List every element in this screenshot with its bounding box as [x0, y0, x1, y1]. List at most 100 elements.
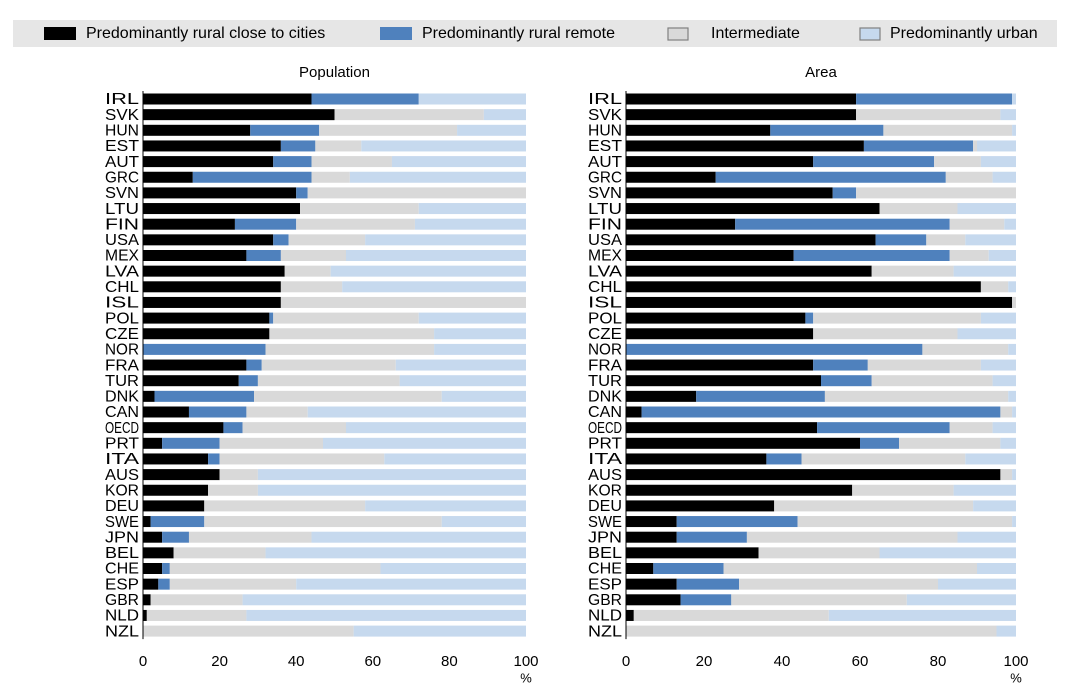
bar: [883, 124, 1013, 136]
bar: [143, 281, 281, 293]
y-tick-label: SVN: [588, 185, 622, 202]
bar: [626, 250, 794, 261]
y-tick-label: EST: [588, 138, 622, 155]
bar: [1012, 469, 1016, 481]
bar: [863, 140, 974, 152]
bar: [1008, 343, 1016, 355]
x-tick-label: 20: [696, 653, 713, 670]
bar: [626, 500, 775, 512]
bar: [945, 171, 993, 183]
bar: [626, 234, 876, 246]
bar: [1000, 469, 1013, 481]
legend-swatch: [380, 27, 412, 40]
bar: [261, 359, 396, 371]
bar: [143, 609, 147, 621]
bar: [746, 531, 958, 543]
bar: [173, 547, 266, 559]
bar: [395, 359, 526, 371]
bar: [162, 437, 220, 449]
bar: [774, 500, 974, 512]
bar: [626, 516, 677, 528]
bar: [296, 187, 308, 199]
bar: [296, 218, 415, 230]
bar: [875, 234, 927, 246]
bar: [973, 500, 1016, 512]
bar: [696, 390, 825, 402]
y-tick-label: MEX: [105, 248, 139, 265]
bar: [626, 531, 677, 543]
bar: [856, 109, 1001, 121]
x-tick-label: 100: [1003, 653, 1028, 670]
bar: [680, 594, 732, 606]
bar: [223, 422, 243, 434]
bar: [311, 93, 419, 105]
bar: [365, 234, 526, 246]
bar: [143, 171, 193, 183]
bar: [899, 437, 1001, 449]
bar: [801, 453, 966, 465]
y-tick-label: DNK: [105, 389, 139, 406]
bar: [143, 109, 335, 121]
bar: [731, 594, 907, 606]
bar: [626, 453, 767, 465]
bar: [633, 609, 829, 621]
bar: [162, 531, 189, 543]
y-tick-label: ISL: [105, 295, 139, 312]
bar: [257, 375, 400, 387]
bar: [483, 109, 526, 121]
bar: [793, 250, 950, 261]
bar: [169, 563, 381, 574]
bar: [626, 437, 860, 449]
y-tick-label: JPN: [588, 529, 622, 546]
bar: [353, 625, 526, 637]
bar: [871, 265, 954, 277]
y-tick-label: NZL: [105, 623, 139, 640]
x-axis-label: %: [520, 670, 532, 685]
bar: [192, 171, 312, 183]
bar: [626, 609, 634, 621]
bar: [626, 124, 771, 136]
bar: [143, 375, 239, 387]
legend-background: [13, 20, 1057, 47]
bar: [813, 359, 868, 371]
bar: [980, 359, 1016, 371]
y-tick-label: LVA: [105, 263, 139, 280]
y-tick-label: GRC: [588, 169, 622, 186]
y-tick-label: IRL: [105, 91, 139, 108]
bar: [626, 140, 864, 152]
bar: [817, 422, 950, 434]
bar: [626, 312, 806, 324]
bar: [334, 109, 484, 121]
bar: [143, 390, 155, 402]
bar: [143, 563, 163, 574]
y-tick-label: HUN: [105, 123, 139, 140]
bar: [626, 203, 880, 215]
y-tick-label: DEU: [105, 498, 139, 515]
legend-label: Predominantly rural close to cities: [86, 25, 325, 42]
bar: [626, 265, 872, 277]
y-tick-label: GBR: [105, 592, 139, 609]
bar: [273, 234, 289, 246]
bar: [1012, 516, 1016, 528]
bar: [143, 547, 174, 559]
y-tick-label: SVN: [105, 185, 139, 202]
bar: [676, 578, 740, 590]
bar: [626, 594, 681, 606]
y-tick-label: SWE: [588, 514, 622, 531]
bar: [926, 234, 966, 246]
bar: [143, 312, 270, 324]
bar: [384, 453, 526, 465]
y-tick-label: CZE: [105, 326, 139, 343]
bar: [832, 187, 857, 199]
bar: [242, 594, 526, 606]
bar: [143, 594, 151, 606]
bar: [246, 250, 281, 261]
bar: [441, 390, 526, 402]
bar: [938, 578, 1016, 590]
y-tick-label: GRC: [105, 169, 139, 186]
bar: [715, 171, 946, 183]
bar: [906, 594, 1016, 606]
bar: [273, 312, 419, 324]
bar: [1000, 406, 1013, 418]
